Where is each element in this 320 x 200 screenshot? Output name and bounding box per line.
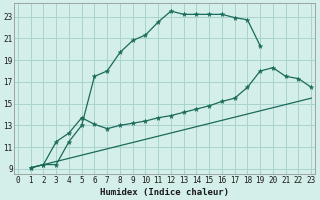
X-axis label: Humidex (Indice chaleur): Humidex (Indice chaleur): [100, 188, 229, 197]
